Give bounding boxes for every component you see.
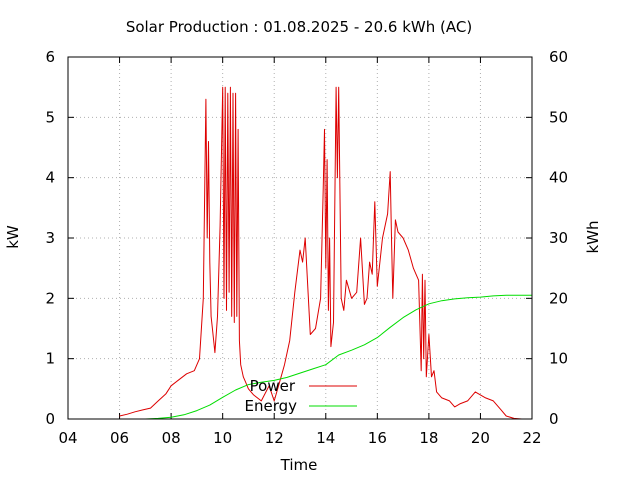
x-tick-label: 06 xyxy=(110,429,129,447)
x-axis-label: Time xyxy=(280,456,318,474)
y2-tick-label: 60 xyxy=(549,48,568,66)
y2-tick-label: 10 xyxy=(549,350,568,368)
y2-tick-label: 20 xyxy=(549,289,568,307)
legend-label-energy: Energy xyxy=(244,397,297,415)
y-tick-label: 3 xyxy=(45,229,55,247)
legend: Power Energy xyxy=(244,377,357,415)
y2-tick-label: 0 xyxy=(549,410,559,428)
x-tick-label: 04 xyxy=(58,429,77,447)
y2-axis-label: kWh xyxy=(584,220,602,253)
y-tick-label: 4 xyxy=(45,169,55,187)
x-tick-label: 12 xyxy=(265,429,284,447)
grid xyxy=(68,57,532,419)
series-line-energy xyxy=(145,294,532,420)
y-tick-label: 6 xyxy=(45,48,55,66)
plot-frame xyxy=(67,56,533,420)
y2-tick-label: 40 xyxy=(549,169,568,187)
y2-tick-label: 50 xyxy=(549,108,568,126)
y-tick-label: 5 xyxy=(45,108,55,126)
series-group xyxy=(119,86,532,420)
x-tick-label: 08 xyxy=(162,429,181,447)
x-tick-label: 20 xyxy=(471,429,490,447)
legend-label-power: Power xyxy=(250,377,296,395)
series-line-power xyxy=(119,86,522,420)
chart-title: Solar Production : 01.08.2025 - 20.6 kWh… xyxy=(126,18,472,36)
x-tick-label: 18 xyxy=(419,429,438,447)
y-tick-label: 1 xyxy=(45,350,55,368)
y2-tick-label: 30 xyxy=(549,229,568,247)
x-tick-label: 14 xyxy=(316,429,335,447)
y-axis-label: kW xyxy=(4,225,22,249)
y-tick-label: 2 xyxy=(45,289,55,307)
x-tick-label: 10 xyxy=(213,429,232,447)
x-tick-label: 22 xyxy=(522,429,541,447)
x-tick-label: 16 xyxy=(368,429,387,447)
y-tick-label: 0 xyxy=(45,410,55,428)
